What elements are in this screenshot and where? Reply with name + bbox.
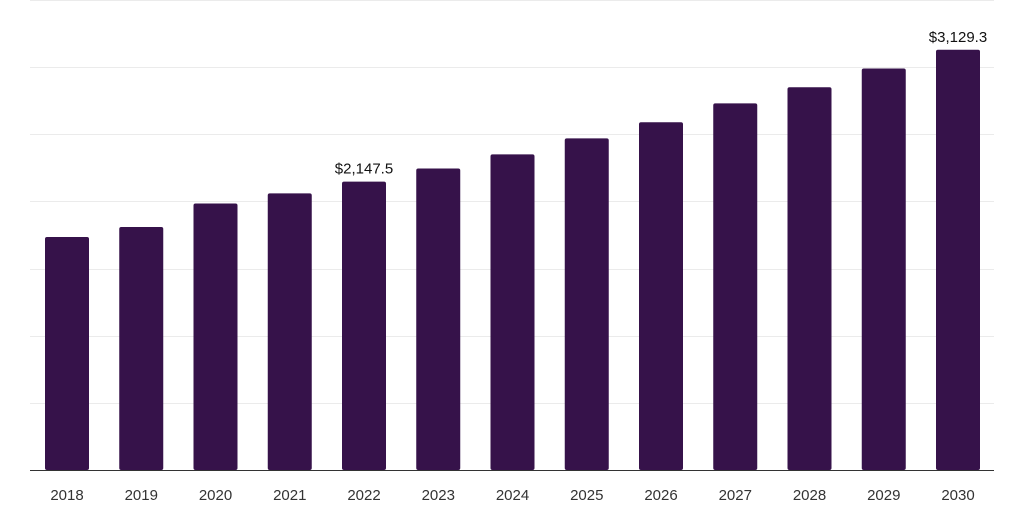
x-tick-label-2022: 2022 <box>347 487 380 504</box>
x-tick-label-2018: 2018 <box>50 487 83 504</box>
bar-2030[interactable] <box>936 49 980 470</box>
x-tick-label-2025: 2025 <box>570 487 603 504</box>
data-labels: $2,147.5 $3,129.3 <box>335 29 987 178</box>
x-tick-label-2027: 2027 <box>719 487 752 504</box>
x-axis-ticks: 2018 2019 2020 2021 2022 2023 2024 2025 2026 2027… <box>50 487 974 504</box>
x-tick-label-2030: 2030 <box>941 487 974 504</box>
x-tick-label-2026: 2026 <box>644 487 677 504</box>
bar-2021[interactable] <box>267 193 312 470</box>
bar-2024[interactable] <box>490 154 535 470</box>
data-label-2022: $2,147.5 <box>335 161 393 178</box>
x-tick-label-2023: 2023 <box>422 487 455 504</box>
bar-2028[interactable] <box>787 87 832 471</box>
x-tick-label-2021: 2021 <box>273 487 306 504</box>
bar-2022[interactable] <box>342 181 386 470</box>
x-tick-label-2019: 2019 <box>125 487 158 504</box>
bar-2020[interactable] <box>193 203 238 470</box>
x-tick-label-2029: 2029 <box>867 487 900 504</box>
bar-2026[interactable] <box>639 122 683 470</box>
bar-2025[interactable] <box>564 138 609 471</box>
x-tick-label-2024: 2024 <box>496 487 529 504</box>
x-tick-label-2020: 2020 <box>199 487 232 504</box>
bar-2029[interactable] <box>861 68 906 470</box>
bar-2019[interactable] <box>119 226 164 470</box>
bar-2023[interactable] <box>416 168 461 470</box>
bar-2027[interactable] <box>713 103 758 471</box>
data-label-2030: $3,129.3 <box>929 29 987 46</box>
bars <box>45 49 980 471</box>
bar-2018[interactable] <box>45 237 89 470</box>
x-tick-label-2028: 2028 <box>793 487 826 504</box>
